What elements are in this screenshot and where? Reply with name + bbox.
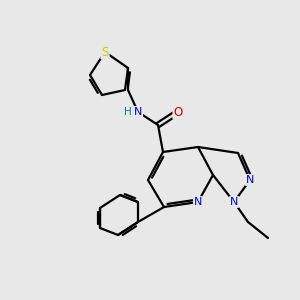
Text: S: S — [101, 46, 109, 59]
Text: N: N — [246, 175, 254, 185]
Text: O: O — [173, 106, 183, 118]
Text: H: H — [124, 107, 132, 117]
Text: N: N — [194, 197, 202, 207]
Text: N: N — [134, 107, 142, 117]
Text: N: N — [230, 197, 238, 207]
